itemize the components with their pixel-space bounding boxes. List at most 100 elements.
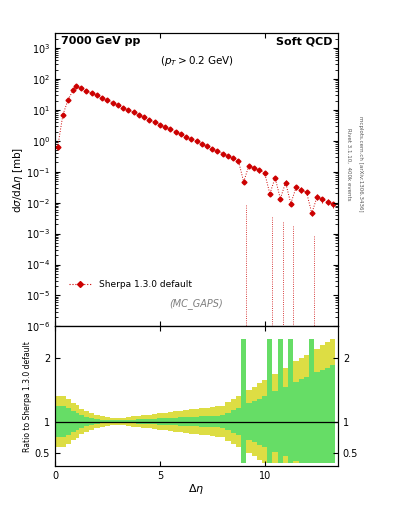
Bar (215, 416, 220, 428)
Bar (94, 415, 99, 428)
Bar (189, 410, 194, 434)
Y-axis label: Ratio to Sherpa 1.3.0 default: Ratio to Sherpa 1.3.0 default (23, 340, 32, 452)
Bar (173, 411, 178, 432)
Bar (267, 339, 272, 463)
Bar (225, 402, 231, 440)
Bar (215, 407, 220, 437)
Bar (283, 387, 288, 456)
Bar (152, 419, 157, 424)
Bar (246, 390, 252, 453)
Bar (309, 339, 314, 463)
Y-axis label: d$\sigma$/d$\Delta\eta$ [mb]: d$\sigma$/d$\Delta\eta$ [mb] (11, 147, 25, 213)
Bar (66, 408, 71, 435)
Bar (241, 339, 246, 463)
Text: mcplots.cern.ch [arXiv:1306.3436]: mcplots.cern.ch [arXiv:1306.3436] (358, 116, 363, 211)
Bar (272, 391, 278, 452)
Bar (257, 383, 262, 460)
Bar (299, 379, 304, 463)
Bar (294, 382, 299, 461)
Bar (283, 368, 288, 463)
Bar (262, 396, 267, 447)
Bar (79, 415, 84, 428)
Bar (314, 372, 320, 463)
Bar (278, 339, 283, 463)
Bar (84, 411, 89, 432)
Bar (66, 399, 71, 444)
Bar (168, 418, 173, 425)
Bar (236, 396, 241, 447)
Bar (126, 417, 131, 426)
Bar (267, 339, 272, 463)
Bar (320, 346, 325, 463)
Bar (309, 339, 314, 463)
Bar (126, 420, 131, 423)
Bar (325, 368, 330, 463)
Bar (194, 417, 199, 426)
Bar (199, 416, 204, 426)
Bar (73, 406, 79, 438)
Bar (194, 409, 199, 434)
Bar (330, 365, 335, 463)
Bar (199, 408, 204, 435)
Bar (241, 339, 246, 463)
Bar (71, 403, 76, 440)
Bar (246, 403, 252, 440)
Bar (99, 419, 105, 423)
Bar (89, 418, 94, 425)
Bar (257, 398, 262, 444)
Bar (288, 339, 294, 463)
Bar (73, 413, 79, 430)
Bar (231, 411, 236, 433)
Bar (304, 377, 309, 463)
X-axis label: $\Delta\eta$: $\Delta\eta$ (188, 482, 205, 496)
Bar (71, 412, 76, 432)
Bar (252, 401, 257, 442)
Bar (262, 380, 267, 463)
Bar (105, 420, 110, 423)
Bar (84, 417, 89, 426)
Bar (178, 417, 184, 425)
Bar (157, 418, 162, 424)
Bar (99, 416, 105, 427)
Bar (162, 418, 168, 425)
Bar (136, 416, 141, 427)
Bar (325, 342, 330, 463)
Bar (288, 339, 294, 463)
Bar (60, 396, 66, 447)
Legend: Sherpa 1.3.0 default: Sherpa 1.3.0 default (65, 276, 195, 292)
Bar (231, 399, 236, 444)
Text: (MC_GAPS): (MC_GAPS) (170, 298, 223, 309)
Bar (220, 406, 225, 437)
Bar (94, 419, 99, 424)
Bar (209, 407, 215, 436)
Bar (110, 418, 115, 425)
Bar (55, 396, 60, 447)
Bar (110, 420, 115, 422)
Bar (141, 415, 147, 428)
Bar (220, 415, 225, 428)
Bar (157, 413, 162, 430)
Bar (105, 417, 110, 425)
Bar (136, 419, 141, 424)
Bar (115, 420, 121, 423)
Bar (162, 413, 168, 431)
Bar (89, 413, 94, 430)
Bar (60, 406, 66, 437)
Bar (152, 414, 157, 429)
Bar (55, 406, 60, 437)
Bar (225, 413, 231, 430)
Bar (272, 374, 278, 463)
Bar (330, 339, 335, 463)
Bar (79, 409, 84, 435)
Text: Soft QCD: Soft QCD (276, 36, 332, 46)
Text: Rivet 3.1.10,  400k events: Rivet 3.1.10, 400k events (347, 127, 352, 200)
Bar (294, 361, 299, 463)
Bar (299, 358, 304, 463)
Bar (131, 416, 136, 426)
Bar (189, 417, 194, 426)
Bar (236, 408, 241, 435)
Bar (121, 418, 126, 425)
Text: $(p_T > 0.2\ \mathrm{GeV})$: $(p_T > 0.2\ \mathrm{GeV})$ (160, 54, 233, 68)
Bar (115, 418, 121, 424)
Bar (147, 415, 152, 429)
